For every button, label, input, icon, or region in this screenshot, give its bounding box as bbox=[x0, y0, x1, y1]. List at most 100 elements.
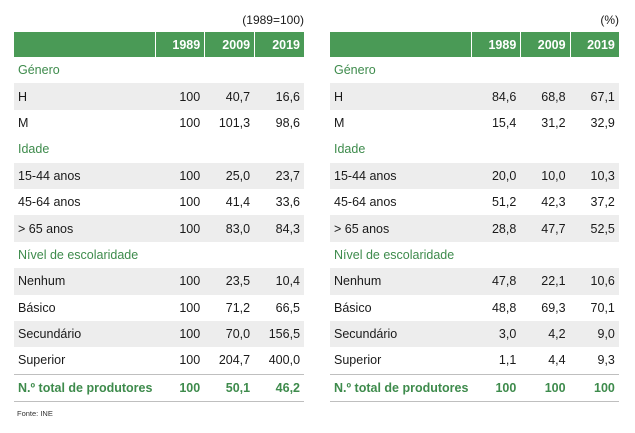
value-cell: 42,3 bbox=[541, 195, 566, 210]
value-cell: 98,6 bbox=[275, 115, 301, 130]
row-label: N.º total de produtores bbox=[18, 380, 153, 395]
value-cell: 47,8 bbox=[491, 274, 517, 289]
value-cell: 100 bbox=[495, 380, 517, 395]
table-row: Secundário 3,0 4,2 9,0 bbox=[330, 320, 619, 348]
value-cell: 20,0 bbox=[491, 168, 517, 183]
section-row: Género bbox=[14, 57, 304, 83]
row-label: N.º total de produtores bbox=[334, 380, 469, 395]
value-cell: 10,6 bbox=[590, 274, 615, 289]
value-cell bbox=[254, 242, 304, 268]
value-cell: 10,4 bbox=[275, 274, 301, 289]
value-cell: 100 bbox=[179, 168, 201, 183]
table-row: 45-64 anos 51,2 42,3 37,2 bbox=[330, 189, 619, 215]
value-cell bbox=[471, 136, 520, 162]
unit-label: (%) bbox=[600, 13, 619, 27]
value-cell bbox=[254, 57, 304, 83]
value-cell: 10,0 bbox=[541, 168, 566, 183]
header-year-2019: 2019 bbox=[254, 32, 304, 57]
value-cell bbox=[204, 242, 254, 268]
value-cell bbox=[471, 242, 520, 268]
value-cell: 23,7 bbox=[275, 168, 301, 183]
table-row: 15-44 anos 100 25,0 23,7 bbox=[14, 162, 304, 189]
value-cell: 400,0 bbox=[268, 353, 301, 368]
value-cell: 100 bbox=[544, 380, 566, 395]
value-cell: 4,2 bbox=[548, 327, 566, 342]
section-row: Género bbox=[330, 57, 619, 83]
table-body: Género H 100 40,7 16,6 M 100 101,3 98,6 Idade 15-4… bbox=[14, 57, 304, 403]
header-year-2019: 2019 bbox=[569, 32, 619, 57]
header-year-1989: 1989 bbox=[471, 32, 520, 57]
value-cell: 100 bbox=[179, 115, 201, 130]
table-row: Secundário 100 70,0 156,5 bbox=[14, 320, 304, 348]
value-cell: 9,0 bbox=[597, 327, 615, 342]
value-cell: 4,4 bbox=[548, 353, 566, 368]
value-cell: 31,2 bbox=[541, 115, 566, 130]
value-cell: 204,7 bbox=[218, 353, 251, 368]
row-label: 15-44 anos bbox=[334, 168, 397, 183]
value-cell: 156,5 bbox=[268, 327, 301, 342]
value-cell: 40,7 bbox=[225, 89, 251, 104]
table-header: 1989 2009 2019 bbox=[330, 32, 619, 57]
value-cell: 46,2 bbox=[275, 380, 301, 395]
value-cell: 100 bbox=[179, 353, 201, 368]
table-row: M 15,4 31,2 32,9 bbox=[330, 110, 619, 136]
row-label: Nenhum bbox=[334, 274, 382, 289]
value-cell bbox=[254, 136, 304, 162]
row-label: > 65 anos bbox=[18, 221, 74, 236]
total-row: N.º total de produtores 100 50,1 46,2 bbox=[14, 373, 304, 403]
section-label: Nível de escolaridade bbox=[334, 247, 455, 262]
table-body: Género H 84,6 68,8 67,1 M 15,4 31,2 32,9 Idade 15-… bbox=[330, 57, 619, 403]
row-label: 15-44 anos bbox=[18, 168, 81, 183]
value-cell: 51,2 bbox=[491, 195, 517, 210]
table-row: Nenhum 47,8 22,1 10,6 bbox=[330, 268, 619, 295]
value-cell bbox=[570, 242, 619, 268]
header-label-cell bbox=[330, 32, 471, 57]
table-row: H 84,6 68,8 67,1 bbox=[330, 83, 619, 110]
row-label: Nenhum bbox=[18, 274, 66, 289]
row-label: M bbox=[334, 115, 345, 130]
section-label: Género bbox=[334, 63, 376, 78]
value-cell: 10,3 bbox=[590, 168, 615, 183]
table-row: H 100 40,7 16,6 bbox=[14, 83, 304, 110]
value-cell: 68,8 bbox=[541, 89, 566, 104]
row-label: Secundário bbox=[18, 327, 82, 342]
value-cell: 71,2 bbox=[225, 300, 251, 315]
value-cell: 9,3 bbox=[597, 353, 615, 368]
value-cell: 100 bbox=[179, 327, 201, 342]
header-year-2009: 2009 bbox=[204, 32, 254, 57]
index-table: (1989=100) 1989 2009 2019 Género H 100 40,7… bbox=[14, 8, 304, 403]
row-label: > 65 anos bbox=[334, 221, 390, 236]
section-row: Idade bbox=[14, 136, 304, 162]
value-cell: 84,6 bbox=[491, 89, 517, 104]
section-row: Nível de escolaridade bbox=[14, 242, 304, 268]
value-cell bbox=[570, 136, 619, 162]
percentage-table: (%) 1989 2009 2019 Género H 84,6 68,8 67,1 M 1… bbox=[330, 8, 619, 403]
value-cell: 100 bbox=[179, 221, 201, 236]
table-row: Básico 48,8 69,3 70,1 bbox=[330, 295, 619, 321]
section-label: Idade bbox=[334, 142, 366, 157]
value-cell: 83,0 bbox=[225, 221, 251, 236]
row-label: H bbox=[18, 89, 28, 104]
value-cell: 100 bbox=[179, 274, 201, 289]
value-cell: 23,5 bbox=[225, 274, 251, 289]
unit-label: (1989=100) bbox=[242, 13, 304, 27]
total-row: N.º total de produtores 100 100 100 bbox=[330, 373, 619, 403]
value-cell: 84,3 bbox=[275, 221, 301, 236]
value-cell: 25,0 bbox=[225, 168, 251, 183]
value-cell: 1,1 bbox=[498, 353, 517, 368]
value-cell: 101,3 bbox=[218, 115, 251, 130]
table-row: Nenhum 100 23,5 10,4 bbox=[14, 268, 304, 295]
value-cell: 69,3 bbox=[541, 300, 566, 315]
value-cell bbox=[204, 57, 254, 83]
value-cell: 48,8 bbox=[491, 300, 517, 315]
header-year-1989: 1989 bbox=[154, 32, 205, 57]
value-cell: 41,4 bbox=[225, 195, 251, 210]
value-cell: 70,1 bbox=[590, 300, 615, 315]
table-row: Superior 100 204,7 400,0 bbox=[14, 347, 304, 373]
table-row: Básico 100 71,2 66,5 bbox=[14, 295, 304, 321]
value-cell bbox=[520, 57, 569, 83]
value-cell: 15,4 bbox=[491, 115, 517, 130]
value-cell bbox=[570, 57, 619, 83]
row-label: M bbox=[18, 115, 29, 130]
value-cell: 32,9 bbox=[590, 115, 615, 130]
